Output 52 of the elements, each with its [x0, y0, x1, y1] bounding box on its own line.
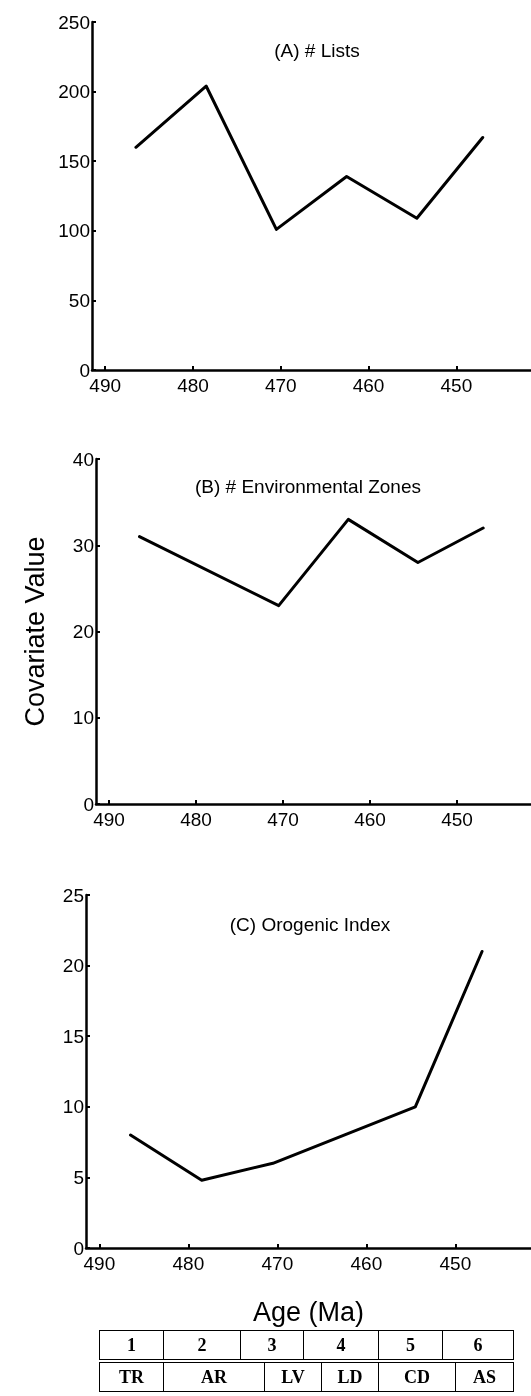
y-tick-label: 200 — [58, 81, 90, 103]
y-tick-label: 20 — [72, 621, 94, 642]
text: 4 — [303, 1330, 379, 1360]
y-axis-title: Covariate Value — [19, 536, 50, 727]
x-tick-label: 460 — [352, 375, 385, 396]
x-tick-label: 470 — [261, 1253, 294, 1274]
text: LV — [264, 1362, 322, 1392]
x-tick-label: 460 — [350, 1253, 383, 1274]
text: (C) Orogenic Index — [229, 914, 391, 935]
x-tick-label: 450 — [439, 1253, 472, 1274]
y-tick-label: 0 — [83, 793, 94, 815]
y-tick-label: 5 — [73, 1166, 84, 1188]
text: 2 — [163, 1330, 241, 1360]
text: (B) # Environmental Zones — [195, 476, 421, 497]
x-tick-label: 480 — [172, 1253, 205, 1274]
text: CD — [378, 1362, 456, 1392]
text: 1 — [99, 1330, 164, 1360]
y-tick-label: 15 — [62, 1025, 84, 1047]
x-tick-label: 480 — [177, 375, 209, 396]
x-tick-label: 460 — [354, 809, 386, 830]
x-axis-title: Age (Ma) — [252, 1296, 365, 1327]
y-tick-label: 100 — [58, 220, 90, 242]
y-tick-label: 10 — [62, 1096, 84, 1118]
y-tick-label: 0 — [73, 1237, 84, 1259]
line-series — [138, 517, 485, 608]
x-tick-label: 450 — [440, 375, 473, 396]
text: 3 — [240, 1330, 304, 1360]
y-tick-label: 150 — [58, 150, 90, 172]
x-tick-label: 470 — [267, 809, 299, 830]
y-tick-label: 20 — [62, 955, 84, 977]
text: 5 — [378, 1330, 443, 1360]
y-tick-label: 0 — [79, 359, 90, 381]
x-tick-label: 490 — [93, 809, 125, 830]
y-tick-label: 25 — [62, 884, 84, 906]
text: AR — [163, 1362, 265, 1392]
y-tick-label: 250 — [58, 11, 90, 33]
y-tick-label: 10 — [72, 707, 94, 729]
x-tick-label: 490 — [89, 375, 122, 396]
y-tick-label: 30 — [72, 534, 94, 556]
y-tick-label: 40 — [72, 448, 94, 470]
text: 6 — [442, 1330, 514, 1360]
x-tick-label: 470 — [264, 375, 297, 396]
line-series — [134, 84, 485, 231]
text: LD — [321, 1362, 379, 1392]
text: AS — [455, 1362, 514, 1392]
text: TR — [99, 1362, 164, 1392]
x-tick-label: 490 — [83, 1253, 116, 1274]
x-tick-label: 480 — [180, 809, 212, 830]
y-tick-label: 50 — [68, 289, 90, 311]
text: (A) # Lists — [274, 40, 360, 61]
x-tick-label: 450 — [441, 809, 473, 830]
line-series — [129, 949, 484, 1182]
